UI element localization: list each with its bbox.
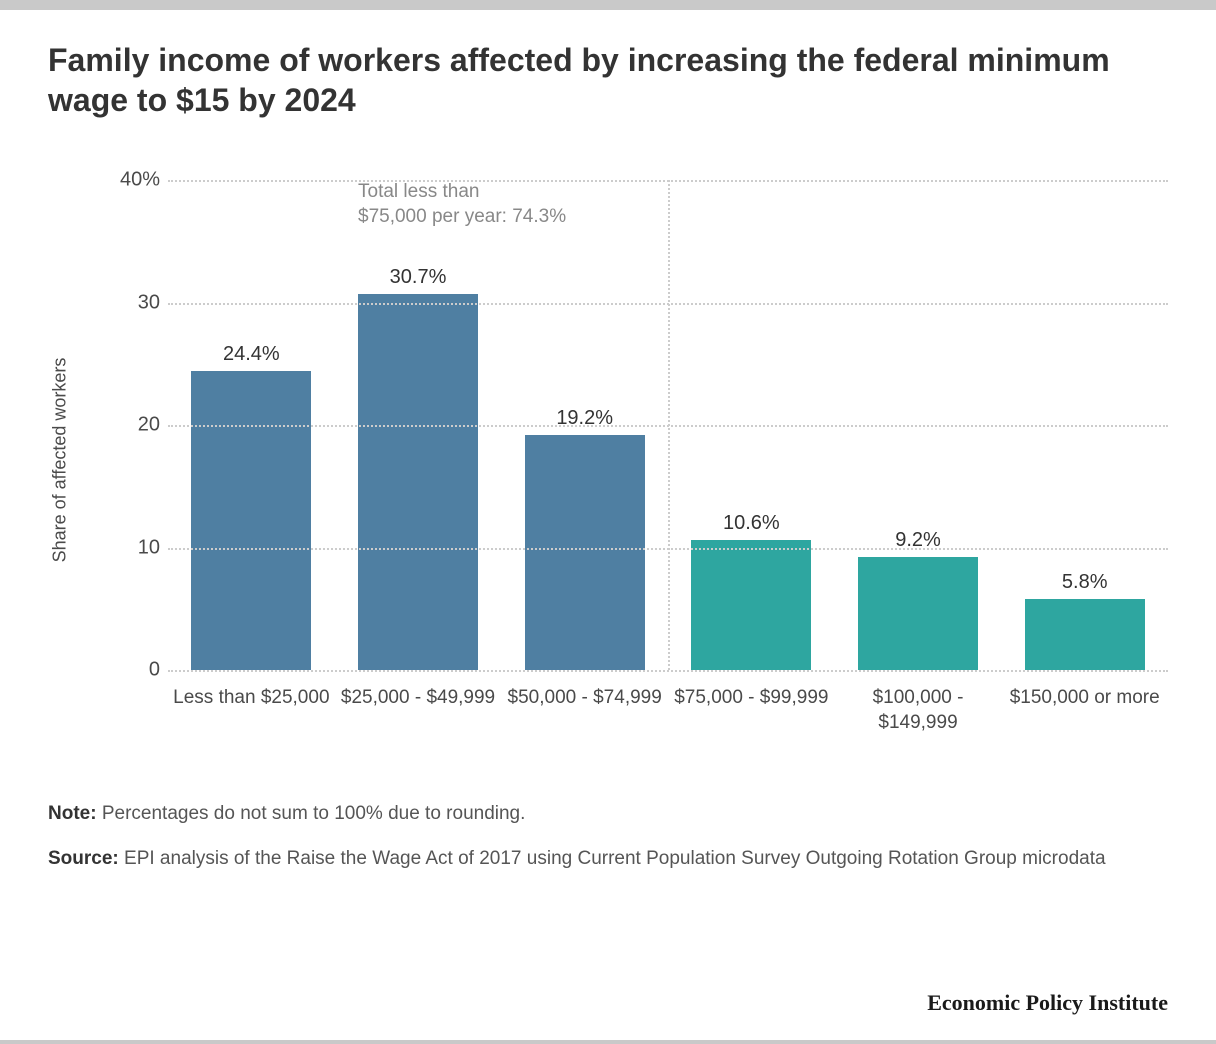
bar: 30.7%: [358, 294, 478, 670]
bar: 9.2%: [858, 557, 978, 670]
chart-area: Share of affected workers 24.4%30.7%19.2…: [108, 150, 1168, 770]
gridline: [168, 670, 1168, 672]
bar: 19.2%: [525, 435, 645, 670]
y-tick-label: 40%: [120, 169, 160, 192]
note-label: Note:: [48, 803, 97, 824]
x-axis-labels: Less than $25,000$25,000 - $49,999$50,00…: [168, 680, 1168, 770]
footnotes: Note: Percentages do not sum to 100% due…: [48, 800, 1168, 873]
source-label: Source:: [48, 848, 119, 869]
bar-value-label: 24.4%: [223, 343, 280, 366]
x-tick-label: Less than $25,000: [168, 680, 335, 770]
source-line: Source: EPI analysis of the Raise the Wa…: [48, 845, 1168, 874]
bar-value-label: 30.7%: [390, 266, 447, 289]
x-tick-label: $50,000 - $74,999: [501, 680, 668, 770]
note-text: Percentages do not sum to 100% due to ro…: [97, 803, 526, 824]
y-tick-label: 0: [120, 659, 160, 682]
bar-value-label: 10.6%: [723, 512, 780, 535]
chart-card: Family income of workers affected by inc…: [0, 0, 1216, 1044]
x-tick-label: $75,000 - $99,999: [668, 680, 835, 770]
y-tick-label: 30: [120, 291, 160, 314]
bar-value-label: 5.8%: [1062, 571, 1108, 594]
y-tick-label: 20: [120, 414, 160, 437]
y-tick-label: 10: [120, 536, 160, 559]
attribution: Economic Policy Institute: [927, 990, 1168, 1016]
chart-annotation: Total less than$75,000 per year: 74.3%: [358, 180, 566, 229]
x-tick-label: $150,000 or more: [1001, 680, 1168, 770]
note-line: Note: Percentages do not sum to 100% due…: [48, 800, 1168, 829]
source-text: EPI analysis of the Raise the Wage Act o…: [119, 848, 1106, 869]
chart-title: Family income of workers affected by inc…: [48, 40, 1168, 120]
x-tick-label: $100,000 - $149,999: [835, 680, 1002, 770]
bar: 24.4%: [191, 371, 311, 670]
bar: 5.8%: [1025, 599, 1145, 670]
plot-area: 24.4% 30.7% 19.2% 10.6% 9.2% 5.8% Total less …: [168, 180, 1168, 670]
x-tick-label: $25,000 - $49,999: [335, 680, 502, 770]
y-axis-label: Share of affected workers: [50, 358, 71, 563]
bar: 10.6%: [691, 540, 811, 670]
group-divider: [668, 180, 670, 670]
